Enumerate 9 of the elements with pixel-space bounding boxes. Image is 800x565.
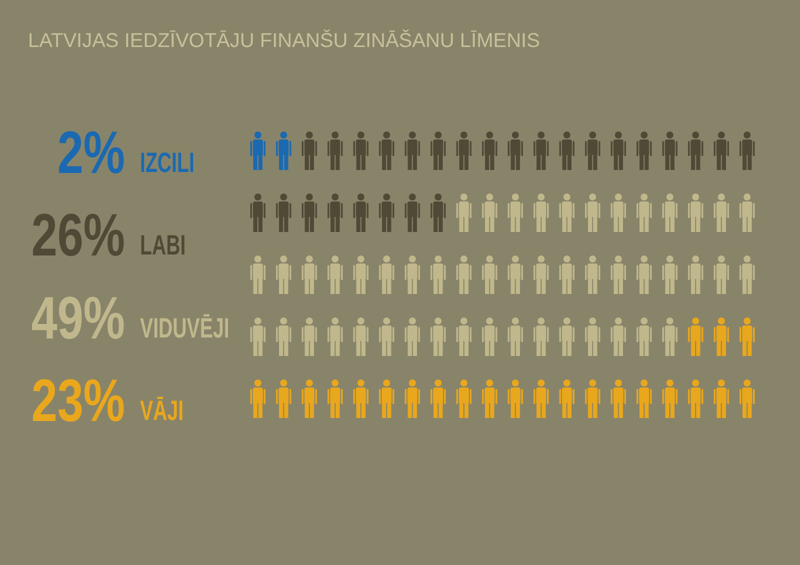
- data-label: 49%: [31, 284, 125, 352]
- category-label: LABI: [140, 230, 186, 262]
- text: LATVIJAS IEDZĪVOTĀJU FINANŠU ZINĀŠANU LĪMENIS: [28, 29, 540, 52]
- category-label: VĀJI: [140, 396, 184, 427]
- category-label: VIDUVĒJI: [140, 313, 230, 344]
- category-label: IZCILI: [140, 148, 194, 179]
- data-label: 2%: [57, 119, 125, 186]
- data-label: 23%: [31, 367, 125, 434]
- data-label: 26%: [31, 202, 125, 270]
